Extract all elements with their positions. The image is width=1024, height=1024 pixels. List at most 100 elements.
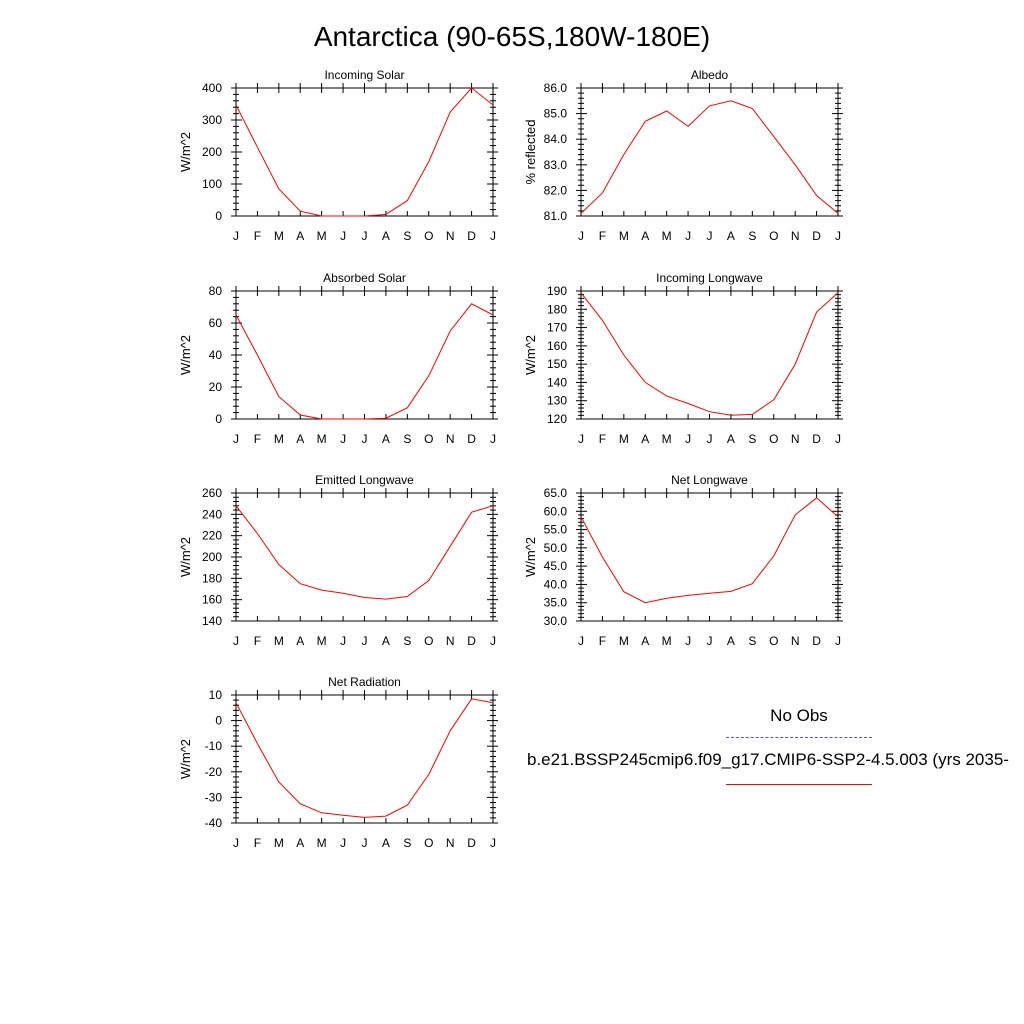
y-axis-label: W/m^2: [523, 335, 538, 375]
x-tick-label: M: [662, 634, 672, 648]
y-tick-label: 86.0: [544, 81, 568, 95]
y-tick-label: 40.0: [544, 577, 568, 591]
series-line: [580, 100, 839, 214]
x-tick-label: M: [662, 229, 672, 243]
y-tick-label: 20: [209, 380, 223, 394]
x-tick-label: A: [641, 229, 649, 243]
y-tick-label: 35.0: [544, 596, 568, 610]
x-tick-label: J: [835, 229, 841, 243]
x-tick-label: F: [599, 229, 606, 243]
panel-title: Net Radiation: [328, 675, 401, 689]
plot-frame: [580, 87, 839, 217]
x-tick-label: F: [599, 432, 606, 446]
y-tick-label: 400: [202, 81, 222, 95]
x-tick-label: D: [467, 432, 476, 446]
x-tick-label: D: [467, 634, 476, 648]
y-axis-label: W/m^2: [523, 537, 538, 577]
x-tick-label: M: [619, 229, 629, 243]
y-tick-label: 190: [547, 284, 567, 298]
x-tick-label: O: [424, 836, 433, 850]
x-tick-label: J: [578, 229, 584, 243]
y-tick-label: 84.0: [544, 132, 568, 146]
series-line: [235, 698, 494, 818]
x-tick-label: F: [599, 634, 606, 648]
figure-title: Antarctica (90-65S,180W-180E): [313, 21, 711, 52]
x-tick-label: J: [340, 836, 346, 850]
y-tick-label: 82.0: [544, 183, 568, 197]
x-tick-label: M: [619, 432, 629, 446]
x-tick-label: J: [685, 634, 691, 648]
x-tick-label: O: [769, 432, 778, 446]
series-line: [580, 497, 839, 604]
y-tick-label: 0: [215, 209, 222, 223]
x-tick-label: S: [403, 634, 411, 648]
y-tick-label: -40: [205, 816, 223, 830]
x-tick-label: A: [382, 634, 390, 648]
x-tick-label: M: [274, 836, 284, 850]
y-tick-label: 81.0: [544, 209, 568, 223]
x-tick-label: N: [446, 634, 455, 648]
y-tick-label: 0: [215, 412, 222, 426]
x-tick-label: J: [835, 634, 841, 648]
series-line: [235, 505, 494, 600]
y-tick-label: 30.0: [544, 614, 568, 628]
x-tick-label: A: [296, 634, 304, 648]
x-tick-label: N: [791, 432, 800, 446]
legend-obs-line: [726, 737, 872, 738]
y-tick-label: 180: [202, 571, 222, 585]
x-tick-label: F: [254, 432, 261, 446]
x-tick-label: A: [727, 634, 735, 648]
x-tick-label: J: [233, 836, 239, 850]
y-tick-label: -20: [205, 765, 223, 779]
x-tick-label: M: [274, 634, 284, 648]
plot-frame: [235, 694, 494, 824]
y-tick-label: -30: [205, 790, 223, 804]
x-tick-label: F: [254, 229, 261, 243]
y-tick-label: 85.0: [544, 107, 568, 121]
y-tick-label: 83.0: [544, 158, 568, 172]
panel-title: Absorbed Solar: [323, 271, 406, 285]
x-tick-label: M: [274, 432, 284, 446]
y-tick-label: 100: [202, 177, 222, 191]
x-tick-label: M: [317, 836, 327, 850]
x-tick-label: J: [490, 836, 496, 850]
y-axis-label: % reflected: [523, 119, 538, 184]
y-tick-label: 300: [202, 113, 222, 127]
x-tick-label: J: [233, 432, 239, 446]
x-tick-label: J: [362, 836, 368, 850]
x-tick-label: M: [662, 432, 672, 446]
y-tick-label: 180: [547, 302, 567, 316]
x-tick-label: A: [641, 634, 649, 648]
x-tick-label: J: [578, 634, 584, 648]
x-tick-label: J: [233, 229, 239, 243]
x-tick-label: D: [812, 634, 821, 648]
panel-title: Incoming Longwave: [656, 271, 763, 285]
x-tick-label: J: [362, 432, 368, 446]
x-tick-label: N: [791, 229, 800, 243]
x-tick-label: A: [727, 432, 735, 446]
series-line: [580, 292, 839, 416]
panel-title: Emitted Longwave: [315, 473, 414, 487]
x-tick-label: J: [340, 229, 346, 243]
series-line: [235, 303, 494, 420]
panel-title: Albedo: [691, 68, 729, 82]
y-tick-label: 150: [547, 357, 567, 371]
x-tick-label: J: [707, 432, 713, 446]
y-tick-label: 260: [202, 486, 222, 500]
x-tick-label: N: [446, 836, 455, 850]
y-tick-label: 200: [202, 550, 222, 564]
x-tick-label: S: [403, 432, 411, 446]
x-tick-label: A: [727, 229, 735, 243]
x-tick-label: N: [446, 229, 455, 243]
y-tick-label: 140: [547, 375, 567, 389]
y-tick-label: 80: [209, 284, 223, 298]
x-tick-label: M: [274, 229, 284, 243]
x-tick-label: J: [362, 229, 368, 243]
x-tick-label: O: [424, 229, 433, 243]
x-tick-label: A: [296, 229, 304, 243]
x-tick-label: J: [490, 634, 496, 648]
x-tick-label: J: [490, 229, 496, 243]
legend-model-line: [726, 784, 872, 785]
